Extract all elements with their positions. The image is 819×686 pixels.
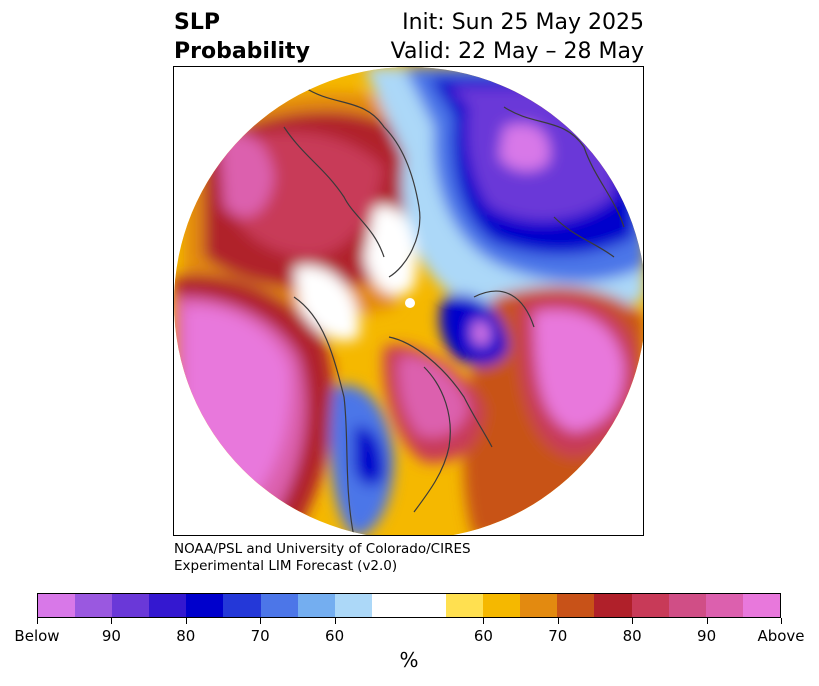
colorbar-tick-label: 70 [548, 627, 568, 645]
colorbar-swatch [631, 594, 669, 617]
colorbar-swatch [260, 594, 298, 617]
title-line-2: Probability [174, 39, 310, 64]
credit-line-2: Experimental LIM Forecast (v2.0) [174, 558, 398, 574]
colorbar-swatch [594, 594, 632, 617]
colorbar-tick [334, 618, 336, 624]
valid-range: Valid: 22 May – 28 May [390, 39, 644, 64]
colorbar-swatch [112, 594, 150, 617]
colorbar-tick-label: Above [757, 627, 805, 645]
colorbar [37, 593, 781, 618]
colorbar-tick-label: 60 [473, 627, 493, 645]
colorbar-swatch [446, 594, 484, 617]
colorbar-tick [111, 618, 113, 624]
colorbar-tick-label: 90 [697, 627, 717, 645]
map-title: SLP Probability [174, 8, 310, 66]
colorbar-tick [706, 618, 708, 624]
colorbar-tick [483, 618, 485, 624]
contour-field [174, 67, 643, 535]
credit-line-1: NOAA/PSL and University of Colorado/CIRE… [174, 541, 471, 557]
colorbar-tick [37, 618, 38, 624]
colorbar-swatch [223, 594, 261, 617]
init-date: Init: Sun 25 May 2025 [402, 10, 644, 35]
probability-map [174, 67, 643, 535]
colorbar-tick-label: 90 [101, 627, 121, 645]
colorbar-unit: % [399, 648, 419, 672]
colorbar-tick-label: 60 [325, 627, 345, 645]
data-credit: NOAA/PSL and University of Colorado/CIRE… [174, 541, 471, 575]
coastlines [283, 86, 625, 535]
colorbar-swatch [742, 594, 780, 617]
colorbar-swatch [334, 594, 372, 617]
map-frame [173, 66, 644, 536]
colorbar-tick-label: Below [14, 627, 60, 645]
colorbar-tick-label: 80 [622, 627, 642, 645]
colorbar-swatch [483, 594, 521, 617]
title-line-1: SLP [174, 10, 220, 35]
colorbar-swatch [371, 594, 447, 617]
colorbar-tick-label: 80 [176, 627, 196, 645]
colorbar-swatch [297, 594, 335, 617]
colorbar-tick [185, 618, 187, 624]
colorbar-swatch [557, 594, 595, 617]
init-valid-info: Init: Sun 25 May 2025 Valid: 22 May – 28… [391, 8, 644, 66]
colorbar-tick [632, 618, 634, 624]
colorbar-swatch [149, 594, 187, 617]
colorbar-swatch [668, 594, 706, 617]
colorbar-tick [557, 618, 559, 624]
colorbar-swatch [520, 594, 558, 617]
colorbar-tick [260, 618, 262, 624]
colorbar-swatch [38, 594, 76, 617]
colorbar-swatch [705, 594, 743, 617]
colorbar-swatch [75, 594, 113, 617]
colorbar-swatch [186, 594, 224, 617]
colorbar-tick-label: 70 [250, 627, 270, 645]
colorbar-tick [781, 618, 782, 624]
